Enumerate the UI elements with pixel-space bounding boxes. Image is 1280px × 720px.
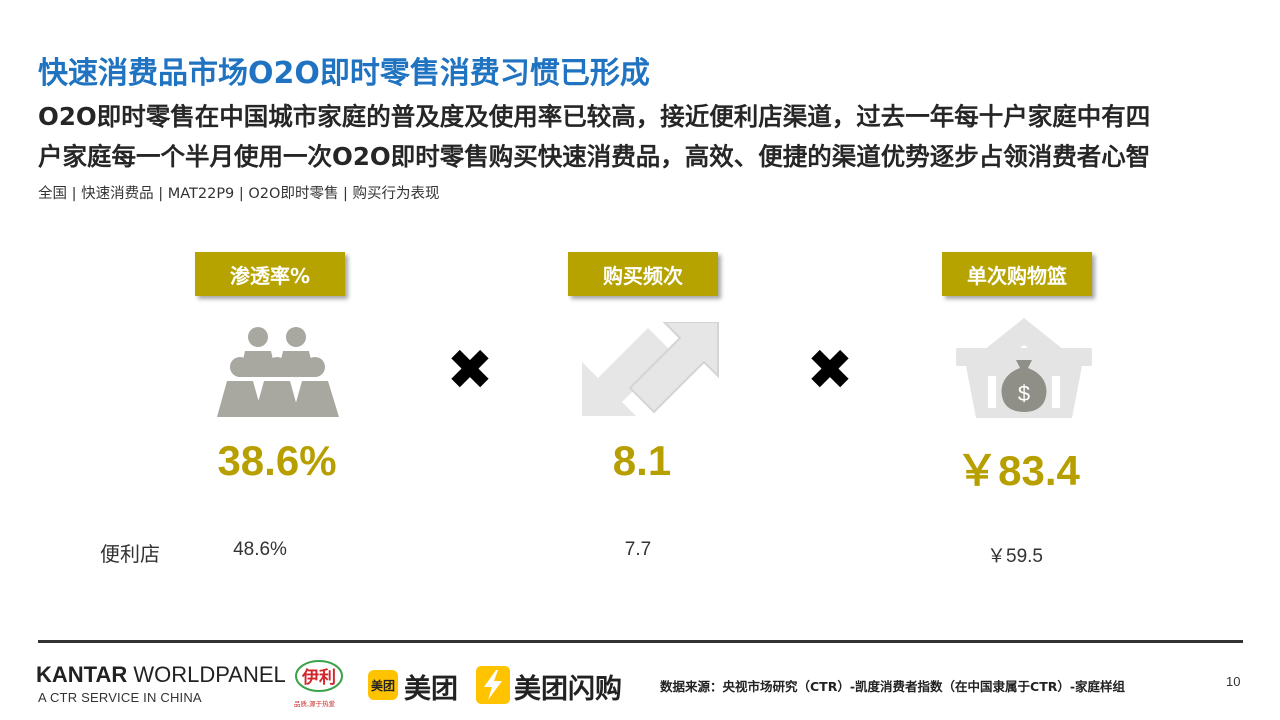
meituan-text: 美团 bbox=[404, 674, 458, 705]
basket-value: ￥83.4 bbox=[956, 447, 1080, 494]
scope-breadcrumb: 全国 | 快速消费品 | MAT22P9 | O2O即时零售 | 购买行为表现 bbox=[38, 186, 440, 202]
meituan-flash-text: 美团闪购 bbox=[514, 674, 622, 705]
bidirectional-arrows-icon bbox=[582, 322, 719, 416]
multiply-icon: ✖ bbox=[806, 338, 854, 403]
convenience-basket: ￥59.5 bbox=[987, 546, 1043, 567]
page-title: 快速消费品市场O2O即时零售消费习惯已形成 bbox=[38, 56, 650, 91]
lightning-icon bbox=[476, 666, 510, 704]
people-group-icon bbox=[217, 327, 339, 417]
shopping-basket-money-icon: $ bbox=[956, 318, 1092, 418]
kantar-tagline: A CTR SERVICE IN CHINA bbox=[38, 690, 202, 705]
frequency-value: 8.1 bbox=[612, 437, 672, 484]
svg-text:伊利: 伊利 bbox=[301, 667, 336, 688]
convenience-store-label: 便利店 bbox=[100, 542, 160, 566]
data-source-note: 数据来源：央视市场研究（CTR）-凯度消费者指数（在中国隶属于CTR）-家庭样组 bbox=[660, 679, 1126, 694]
footer-divider bbox=[38, 640, 1243, 643]
badge-basket: 单次购物篮 bbox=[942, 252, 1092, 296]
page-subtitle: O2O即时零售在中国城市家庭的普及度及使用率已较高，接近便利店渠道，过去一年每十… bbox=[38, 97, 1253, 177]
yili-emblem-icon: 伊利 bbox=[295, 660, 343, 692]
convenience-frequency: 7.7 bbox=[624, 539, 652, 560]
convenience-penetration: 48.6% bbox=[233, 539, 287, 560]
kantar-logo: KANTAR WORLDPANEL bbox=[36, 662, 286, 687]
svg-text:$: $ bbox=[1018, 381, 1030, 406]
yili-logo: 伊利 品质,源于热爱 bbox=[294, 660, 348, 708]
yili-slogan: 品质,源于热爱 bbox=[294, 700, 336, 708]
multiply-icon: ✖ bbox=[446, 338, 494, 403]
penetration-value: 38.6% bbox=[217, 437, 337, 484]
meituan-badge: 美团 bbox=[368, 670, 398, 700]
page-number: 10 bbox=[1226, 674, 1241, 689]
badge-penetration: 渗透率% bbox=[195, 252, 345, 296]
badge-frequency: 购买频次 bbox=[568, 252, 718, 296]
subtitle-line-1: O2O即时零售在中国城市家庭的普及度及使用率已较高，接近便利店渠道，过去一年每十… bbox=[38, 102, 1151, 131]
subtitle-line-2: 户家庭每一个半月使用一次O2O即时零售购买快速消费品，高效、便捷的渠道优势逐步占… bbox=[38, 142, 1151, 171]
